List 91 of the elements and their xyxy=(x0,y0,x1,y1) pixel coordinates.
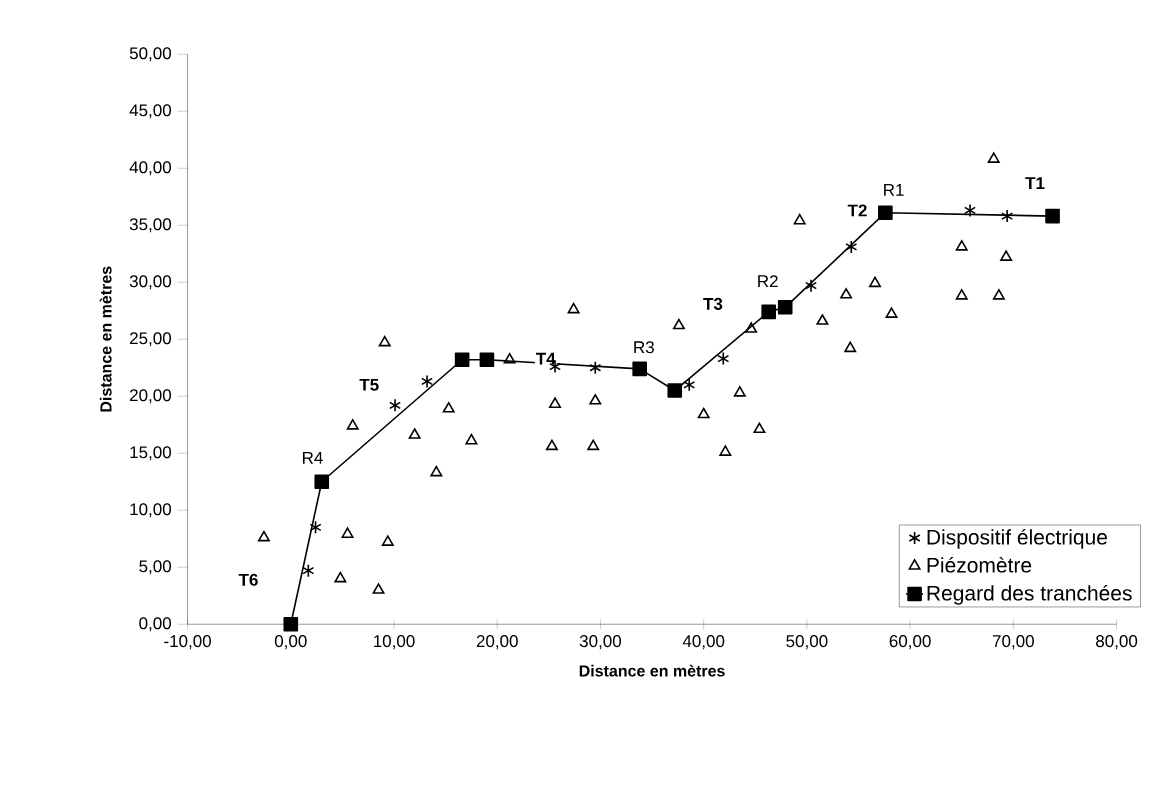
point xyxy=(632,361,647,377)
point xyxy=(885,307,898,318)
point xyxy=(381,535,394,546)
x-tick-label: -10,00 xyxy=(164,635,211,650)
point xyxy=(745,322,758,333)
point xyxy=(302,563,315,578)
point xyxy=(408,428,421,439)
annotation: T3 xyxy=(703,297,723,310)
annotation: T1 xyxy=(1025,177,1045,189)
x-tick-label: 10,00 xyxy=(374,635,415,650)
point xyxy=(589,394,602,405)
point xyxy=(793,213,806,225)
point xyxy=(672,318,685,330)
y-tick-label: 0,00 xyxy=(139,617,172,632)
y-tick-label: 35,00 xyxy=(129,218,172,233)
point xyxy=(844,341,857,353)
point xyxy=(309,520,322,535)
annotation: T2 xyxy=(847,204,867,217)
y-tick-label: 10,00 xyxy=(130,503,172,518)
point xyxy=(257,530,270,542)
point xyxy=(992,289,1005,300)
point xyxy=(1045,208,1060,224)
point xyxy=(733,386,746,397)
legend-label: Piézomètre xyxy=(927,556,1032,573)
annotation: R1 xyxy=(884,184,904,196)
point xyxy=(479,352,495,368)
point xyxy=(955,289,968,300)
point xyxy=(389,398,402,413)
x-tick-label: 30,00 xyxy=(579,635,622,650)
y-tick-label: 40,00 xyxy=(129,161,172,176)
x-tick-label: 50,00 xyxy=(786,635,828,650)
point xyxy=(454,352,470,368)
point xyxy=(878,205,893,220)
point xyxy=(761,304,776,320)
point xyxy=(987,152,1000,163)
point xyxy=(1000,250,1013,261)
annotation: T6 xyxy=(238,573,258,586)
point xyxy=(378,335,391,347)
point xyxy=(589,360,602,375)
point xyxy=(719,445,732,456)
point xyxy=(372,583,385,594)
point xyxy=(816,314,829,325)
point xyxy=(334,571,347,583)
point xyxy=(845,240,858,254)
point xyxy=(421,374,434,389)
x-tick-label: 0,00 xyxy=(274,635,307,650)
annotation: R2 xyxy=(758,275,778,288)
x-axis-title: Distance en mètres xyxy=(579,664,725,677)
point xyxy=(840,287,853,299)
point xyxy=(777,300,793,315)
point xyxy=(717,351,730,366)
annotation: R4 xyxy=(302,451,323,464)
point xyxy=(465,433,478,445)
x-tick-label: 70,00 xyxy=(992,635,1034,650)
point xyxy=(283,616,299,632)
point xyxy=(549,397,562,409)
point xyxy=(545,439,558,451)
x-tick-label: 40,00 xyxy=(682,635,725,650)
y-tick-label: 5,00 xyxy=(139,560,172,575)
point xyxy=(753,422,766,434)
y-tick-label: 15,00 xyxy=(130,446,172,461)
annotation: R3 xyxy=(634,341,654,354)
point xyxy=(963,203,976,218)
point xyxy=(430,465,443,477)
y-axis-title: Distance en mètres xyxy=(99,266,112,412)
point xyxy=(955,240,968,251)
legend-label: Dispositif électrique xyxy=(927,528,1107,549)
point xyxy=(869,276,882,288)
legend-label: Regard des tranchées xyxy=(927,584,1132,605)
annotation: T4 xyxy=(536,352,556,365)
y-tick-label: 45,00 xyxy=(129,104,172,119)
x-tick-label: 60,00 xyxy=(889,635,931,650)
point xyxy=(346,419,359,430)
point xyxy=(1001,209,1014,223)
point xyxy=(567,302,580,314)
point xyxy=(697,407,710,419)
point xyxy=(314,474,330,490)
point xyxy=(667,383,683,398)
point xyxy=(805,278,818,293)
point xyxy=(587,439,600,451)
point xyxy=(683,378,696,392)
annotation: T5 xyxy=(359,378,379,391)
x-tick-label: 20,00 xyxy=(476,635,518,650)
y-tick-label: 25,00 xyxy=(130,332,172,347)
y-tick-label: 20,00 xyxy=(130,389,172,404)
point xyxy=(503,352,516,364)
point xyxy=(442,401,455,413)
y-tick-label: 30,00 xyxy=(129,275,172,290)
y-tick-label: 50,00 xyxy=(129,47,172,62)
point xyxy=(341,527,354,538)
x-tick-label: 80,00 xyxy=(1096,635,1138,650)
